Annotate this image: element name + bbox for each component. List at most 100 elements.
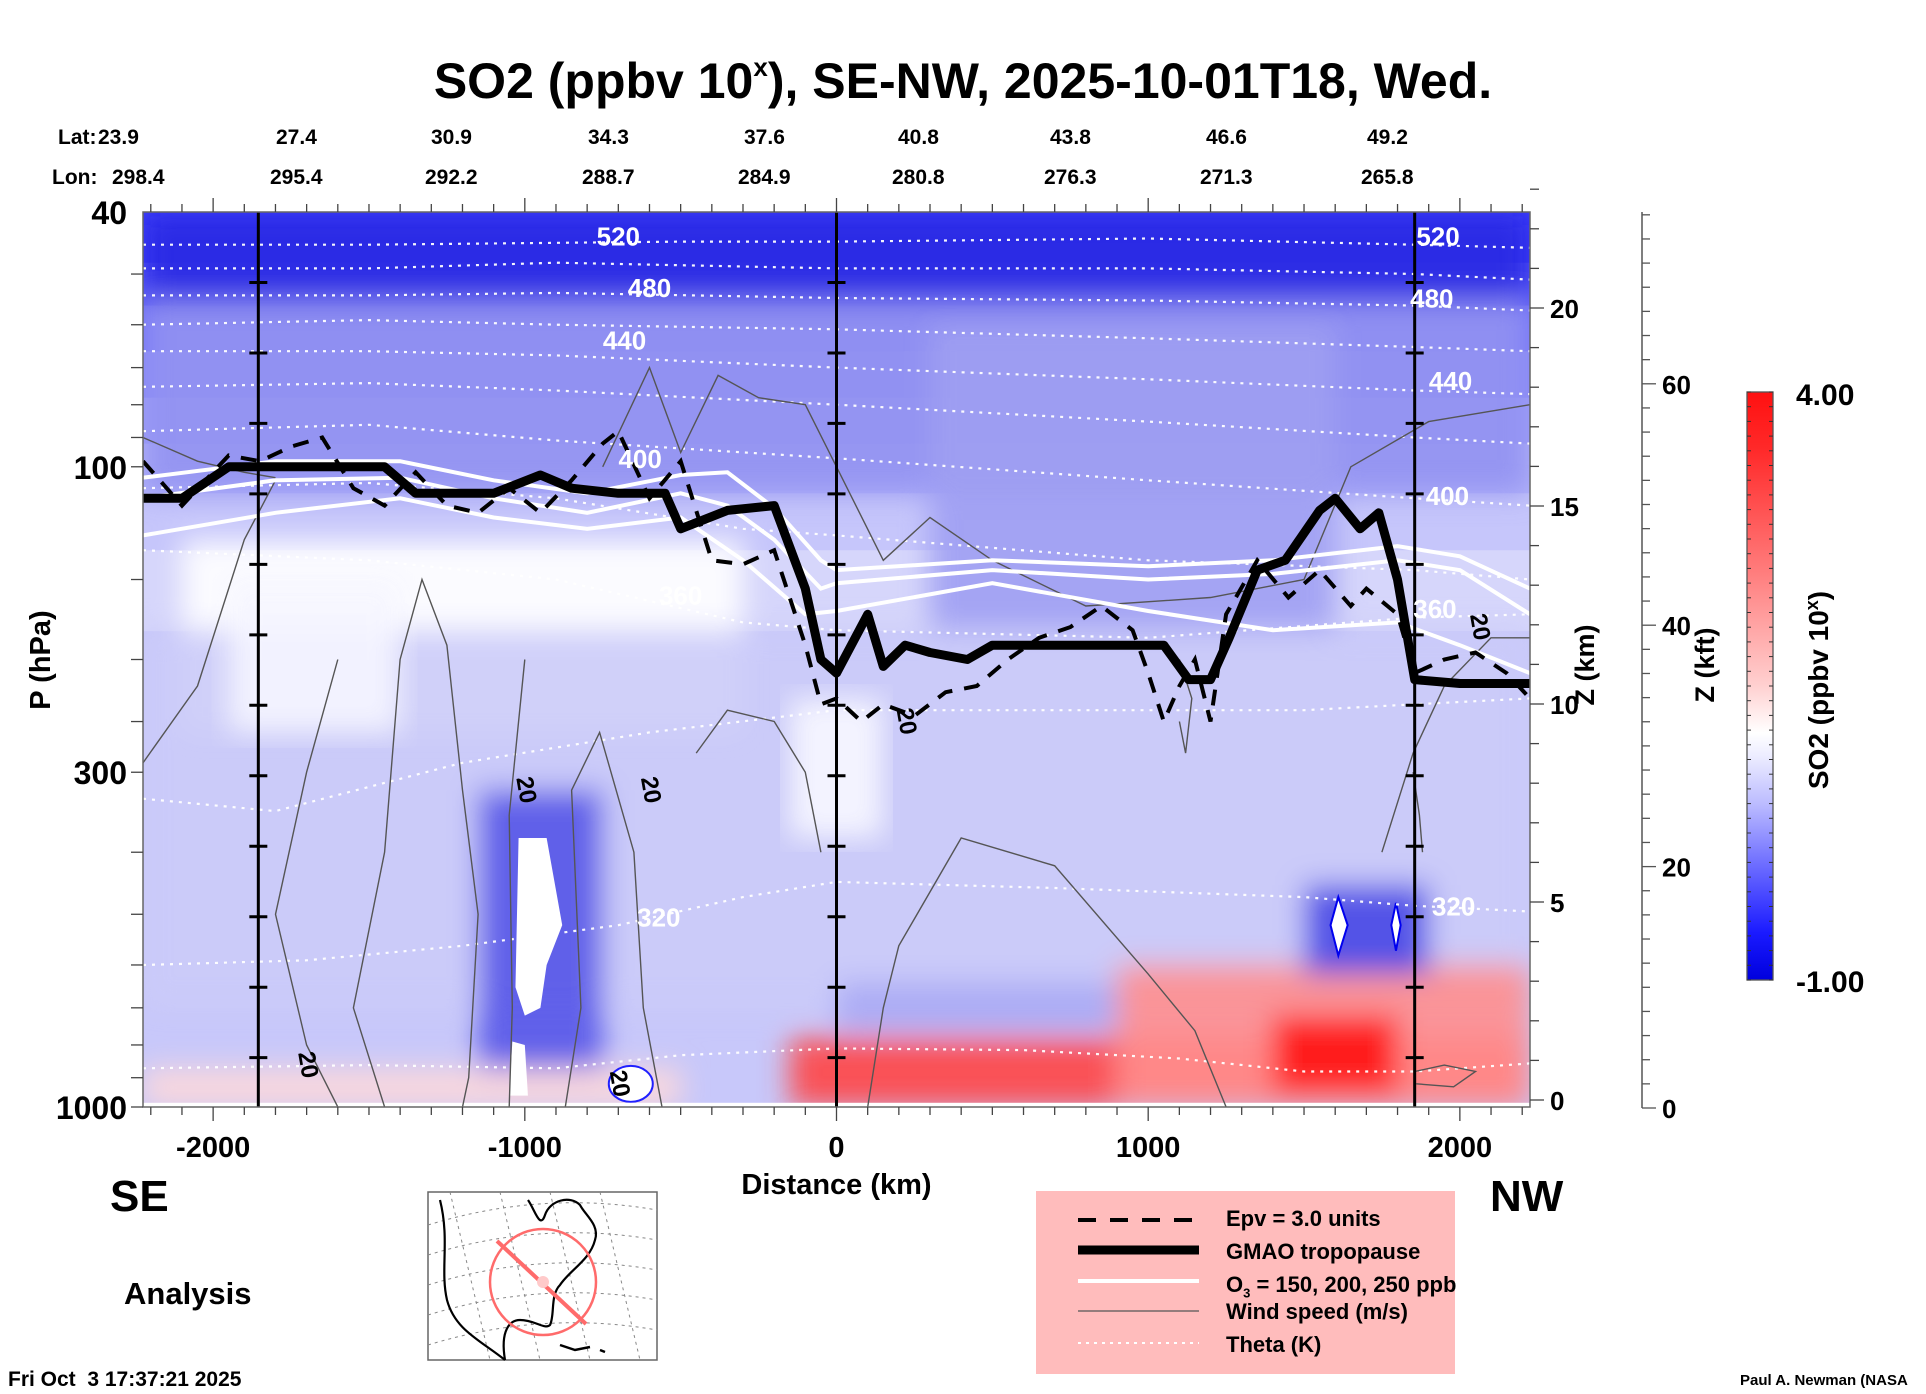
y-tick-label: 300	[74, 755, 127, 791]
chart-title: SO2 (ppbv 10x), SE-NW, 2025-10-01T18, We…	[0, 52, 1926, 110]
lat-value: 30.9	[431, 126, 472, 149]
ozone-contour	[143, 496, 1530, 675]
x-tick-label: 2000	[1428, 1132, 1493, 1164]
field-blob	[1304, 884, 1429, 975]
map-latitude-line	[427, 1202, 658, 1226]
y-tick-label: 1000	[56, 1090, 127, 1126]
wind-contours	[143, 365, 1530, 1107]
lon-value: 265.8	[1361, 166, 1414, 189]
x-tick-label: 1000	[1116, 1132, 1181, 1164]
theta-label: 360	[659, 580, 702, 610]
wind-contour	[143, 479, 277, 764]
colorbar: 4.00 -1.00 SO2 (ppbv 10x)	[1746, 379, 1864, 999]
credit-text: Paul A. Newman (NASA	[1740, 1372, 1908, 1389]
zkm-tick-label: 15	[1550, 492, 1579, 522]
zkft-tick-label: 0	[1662, 1094, 1676, 1124]
lon-value: 298.4	[112, 166, 165, 189]
wind-label: 20	[891, 706, 922, 737]
direction-label-se: SE	[110, 1172, 169, 1221]
map-latitude-line	[427, 1322, 658, 1346]
x-tick-label: 0	[828, 1132, 844, 1164]
legend: Epv = 3.0 units GMAO tropopause O3 = 150…	[1036, 1191, 1456, 1374]
zkm-tick-label: 10	[1550, 690, 1579, 720]
wind-label: 20	[635, 774, 666, 805]
map-range-circle	[488, 1227, 598, 1337]
vertical-marker-lines	[249, 212, 1424, 1107]
ozone-contour	[143, 459, 1530, 591]
theta-label: 400	[618, 444, 661, 474]
epv-contour-line	[143, 428, 1530, 728]
zkft-tick-label: 40	[1662, 611, 1691, 641]
theta-label: 480	[1410, 283, 1453, 313]
theta-label: 440	[603, 326, 646, 356]
theta-label: 440	[1429, 366, 1472, 396]
field-blob	[143, 1068, 681, 1107]
x-axis-label: Distance (km)	[741, 1169, 931, 1201]
legend-swatch-ozone	[1078, 1279, 1199, 1283]
map-longitude-line	[549, 1191, 591, 1361]
map-longitude-line	[599, 1191, 641, 1361]
lon-value: 271.3	[1200, 166, 1253, 189]
locator-map	[427, 1191, 658, 1361]
colorbar-label: SO2 (ppbv 10x)	[1802, 591, 1834, 789]
theta-contour	[143, 481, 1530, 581]
lat-value: 23.9	[98, 126, 139, 149]
map-longitude-line	[499, 1191, 541, 1361]
map-latitude-line	[427, 1232, 658, 1256]
map-caribbean	[559, 1343, 606, 1354]
lon-value: 284.9	[738, 166, 791, 189]
theta-label: 480	[628, 273, 671, 303]
wind-contour	[352, 577, 479, 1107]
field-masked-region	[607, 1064, 654, 1103]
lat-value: 27.4	[276, 126, 317, 149]
lon-value: 292.2	[425, 166, 478, 189]
zkft-tick-label: 20	[1662, 853, 1691, 883]
tropopause-line	[143, 462, 1530, 688]
theta-label: 360	[1413, 594, 1456, 624]
wind-label: 20	[604, 1068, 635, 1099]
direction-label-nw: NW	[1490, 1172, 1564, 1221]
legend-swatch-wind	[1078, 1310, 1199, 1312]
theta-label: 320	[1432, 892, 1475, 922]
legend-label-tropopause: GMAO tropopause	[1226, 1239, 1421, 1264]
field-blob	[836, 982, 1118, 1031]
field-masked-region	[509, 1041, 528, 1096]
wind-label: 20	[1464, 611, 1495, 642]
field-masked-region	[515, 837, 563, 1016]
wind-contour	[274, 659, 339, 1107]
lon-value: 288.7	[582, 166, 635, 189]
y-tick-label: 40	[91, 195, 127, 231]
field-masked-diamond	[1329, 893, 1349, 960]
zkm-tick-label: 5	[1550, 888, 1564, 918]
lat-value: 43.8	[1050, 126, 1091, 149]
ozone-o: O	[1226, 1272, 1244, 1297]
legend-label-theta: Theta (K)	[1226, 1332, 1322, 1357]
lat-value: 40.8	[898, 126, 939, 149]
y-axis-label: P (hPa)	[25, 610, 57, 709]
wind-contour	[1414, 1064, 1478, 1088]
lat-value: 46.6	[1206, 126, 1247, 149]
x-tick-label: -2000	[176, 1132, 250, 1164]
theta-label: 400	[1426, 481, 1469, 511]
theta-label: 320	[637, 903, 680, 933]
x-tick-label: -1000	[488, 1132, 562, 1164]
legend-label-wind: Wind speed (m/s)	[1226, 1299, 1408, 1324]
lon-row-label: Lon:	[52, 166, 98, 189]
lon-value: 280.8	[892, 166, 945, 189]
map-center-marker	[537, 1276, 549, 1288]
title-text-b: ), SE-NW, 2025-10-01T18, Wed.	[767, 53, 1493, 109]
legend-label-epv: Epv = 3.0 units	[1226, 1206, 1381, 1231]
zkm-tick-label: 0	[1550, 1086, 1564, 1116]
legend-swatch-tropopause	[1078, 1245, 1199, 1255]
theta-label: 520	[597, 221, 640, 251]
theta-label: 520	[1416, 221, 1459, 251]
title-text-a: SO2 (ppbv 10	[433, 53, 754, 109]
map-graticule	[427, 1191, 658, 1361]
tropopause-curve	[143, 462, 1530, 688]
wind-contour	[564, 730, 663, 1107]
lon-value: 295.4	[270, 166, 323, 189]
wind-contour	[602, 365, 1530, 607]
colorbar-gradient	[1746, 391, 1774, 981]
wind-contour	[867, 837, 1227, 1107]
